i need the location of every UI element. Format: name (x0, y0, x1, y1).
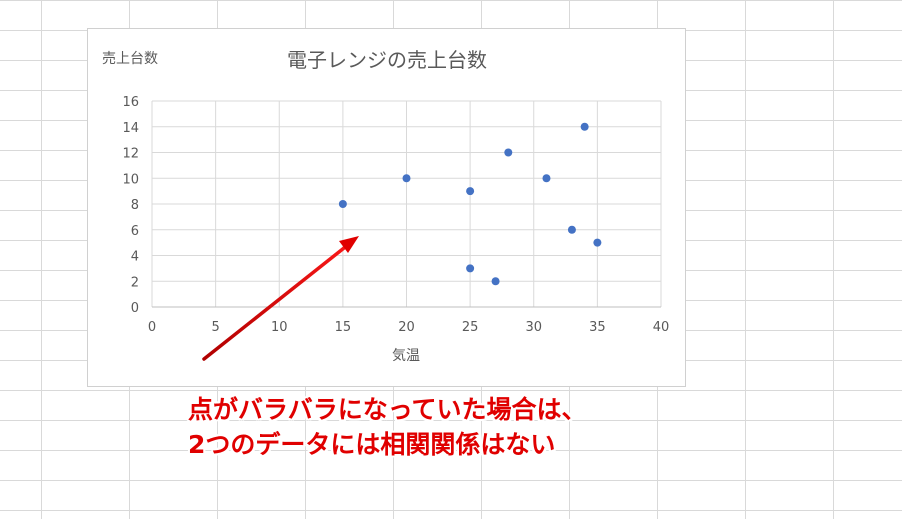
x-tick-label: 0 (148, 320, 156, 335)
tick-labels: 0 5 10 15 20 25 30 35 40 0 2 4 6 8 10 12 14 16 (122, 95, 669, 335)
chart-area[interactable]: 電子レンジの売上台数 売上台数 気温 0 5 10 15 20 25 30 35 40 0 2 4 6 8… (87, 28, 686, 387)
y-tick-label: 0 (131, 301, 139, 316)
data-point (567, 225, 576, 234)
x-tick-label: 15 (335, 320, 352, 335)
y-tick-label: 10 (122, 172, 139, 187)
y-tick-label: 2 (131, 275, 139, 290)
data-point (542, 174, 551, 183)
y-tick-label: 8 (131, 198, 139, 213)
arrow-head (339, 236, 359, 253)
y-tick-label: 12 (122, 147, 139, 162)
y-tick-label: 6 (131, 224, 139, 239)
chart-title: 電子レンジの売上台数 (287, 48, 487, 72)
x-axis-label: 気温 (392, 348, 420, 364)
annotation-line-2: 2つのデータには相関関係はない (188, 430, 556, 459)
x-tick-label: 5 (211, 320, 219, 335)
x-tick-label: 10 (271, 320, 288, 335)
annotation-line-1: 点がバラバラになっていた場合は、 (188, 395, 587, 424)
data-point (402, 174, 411, 183)
data-point (491, 277, 500, 286)
y-tick-label: 16 (122, 95, 139, 110)
data-point (593, 238, 602, 247)
data-point (466, 187, 475, 196)
data-point (466, 264, 475, 273)
x-tick-label: 30 (525, 320, 542, 335)
y-tick-label: 4 (131, 250, 139, 265)
data-point (504, 148, 513, 157)
gridlines (151, 100, 662, 308)
y-axis-label: 売上台数 (102, 51, 158, 67)
x-tick-label: 25 (462, 320, 479, 335)
data-point (580, 122, 589, 131)
arrow-shaft (202, 246, 346, 361)
data-point (338, 200, 347, 208)
scatter-chart: 電子レンジの売上台数 売上台数 気温 0 5 10 15 20 25 30 35 40 0 2 4 6 8… (102, 48, 669, 364)
x-tick-label: 35 (589, 320, 606, 335)
data-points (338, 122, 602, 286)
x-tick-label: 40 (653, 320, 670, 335)
x-tick-label: 20 (398, 320, 415, 335)
y-tick-label: 14 (122, 121, 139, 136)
